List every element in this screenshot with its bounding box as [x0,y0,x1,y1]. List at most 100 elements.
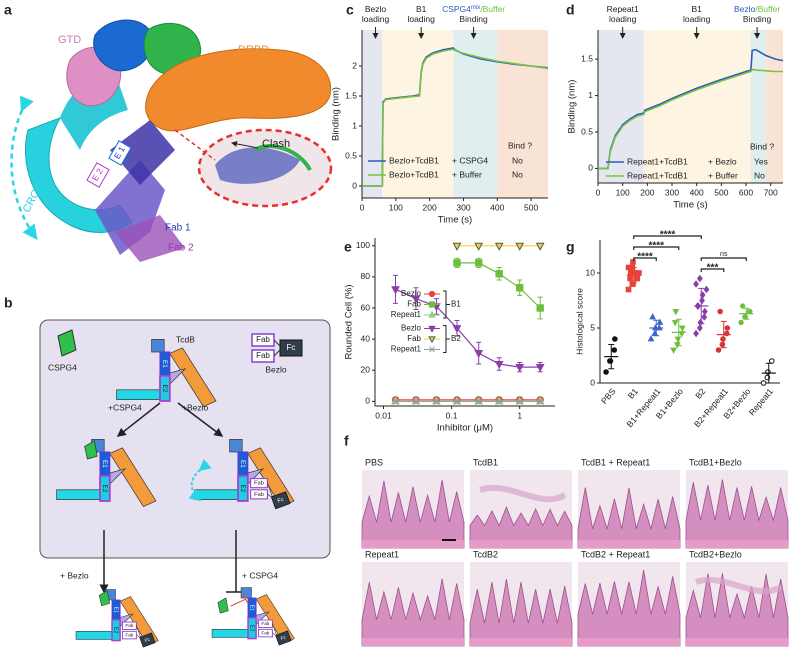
annotation-part: loading [683,14,711,24]
structure-label: GTD [58,34,81,46]
annotation-part: mix [471,5,480,11]
structure-label: Fab 1 [165,223,191,234]
annotation-part: Binding [459,14,488,24]
significance-bracket [700,268,725,272]
significance-label: ns [720,251,728,258]
marker [647,335,655,342]
e2-domain [247,616,257,640]
cpd-domain [229,439,243,453]
legend-header: Bind ? [508,140,532,150]
x-tick-label: 1 [517,410,522,420]
toxin: E1 E2 [116,339,217,408]
significance-label: **** [660,230,676,241]
y-tick-label: 1.5 [581,53,593,63]
x-tick-label: B2 [693,386,708,401]
x-tick-label: 0 [596,187,601,197]
marker [411,295,421,304]
panel-label: d [566,2,575,18]
legend-header: Bind ? [750,141,774,151]
muscle-layer [578,540,680,548]
domain-label: E1 [113,607,119,613]
e2-domain [159,374,171,402]
image-label: TcdB2 + Repeat1 [581,549,650,559]
x-axis-label: Time (s) [673,200,707,211]
domain-label: E2 [161,385,168,393]
marker [724,325,731,331]
histology-image [577,562,681,647]
annotation-part: Bezlo [365,4,387,14]
significance-bracket [633,235,702,239]
series-line [395,288,541,368]
fab-label: Fab [254,481,264,487]
marker [674,336,682,343]
marker [701,313,708,321]
annotation-part: loading [407,14,435,24]
annotation: Binding [743,14,772,24]
toxin: E1 E2 [56,439,157,508]
marker [611,347,618,353]
marker [603,369,609,375]
structure: GTD CPD CSPG4 DRBD Clash CROPs E 2 E 1 F… [10,19,333,262]
y-tick-label: 60 [361,302,371,312]
marker [535,364,545,373]
fc-label: Fc [144,636,151,643]
y-axis-label: Rounded Cell (%) [344,285,355,360]
panel-label: a [4,2,12,18]
marker [701,307,708,316]
panel-label: e [344,239,352,255]
marker [768,358,775,364]
hinge [273,339,281,357]
y-tick-label: 1 [588,90,593,100]
marker [715,347,722,353]
panel-label: b [4,295,13,311]
legend-label: Repeat1 [391,345,422,354]
step-label: +Bezlo [182,402,208,412]
marker [696,324,703,332]
tissue [577,569,681,647]
y-tick-label: 2 [352,60,357,70]
tissue [469,579,573,647]
sd-bar [653,319,660,337]
marker [696,274,703,283]
marker [607,358,614,364]
y-tick-label: 0.5 [345,150,357,160]
tissue [361,480,465,549]
tissue [361,578,465,647]
legend-bracket [443,325,450,353]
tissue [685,573,789,647]
structure-label: CSPG4 [152,38,189,50]
fc-label: Fc [280,634,287,641]
marker [428,290,436,298]
significance-bracket [700,257,747,261]
series-line [362,48,549,187]
marker [428,325,436,333]
diagram-label: CSPG4 [48,362,77,372]
marker [649,313,657,320]
crops-domain [56,489,101,500]
x-tick-label: 700 [764,187,778,197]
legend-bracket [443,290,450,319]
sd-bar [720,320,727,349]
legend-partner: + Buffer [452,169,482,179]
histology-image [469,562,573,647]
legend-bind: Yes [754,156,768,166]
x-tick-label: Repeat1 [747,386,775,417]
e2-domain [99,474,111,502]
fc [279,339,303,357]
marker [671,320,679,327]
marker [739,303,746,309]
cspg4 [57,329,77,357]
x-tick-label: 200 [640,187,654,197]
marker [453,259,461,267]
legend-label: Bezlo [401,289,422,298]
x-tick-label: 400 [690,187,704,197]
domain-tag: E 1 [108,140,132,166]
marker [495,270,503,278]
annotation: Bezlo/Buffer [734,4,780,14]
domain-label: E1 [239,460,246,468]
marker [699,296,705,305]
y-axis-label: Histological score [574,288,584,355]
annotation-part: Repeat1 [607,4,639,14]
marker [627,275,633,282]
y-axis-label: Binding (nm) [567,80,578,134]
